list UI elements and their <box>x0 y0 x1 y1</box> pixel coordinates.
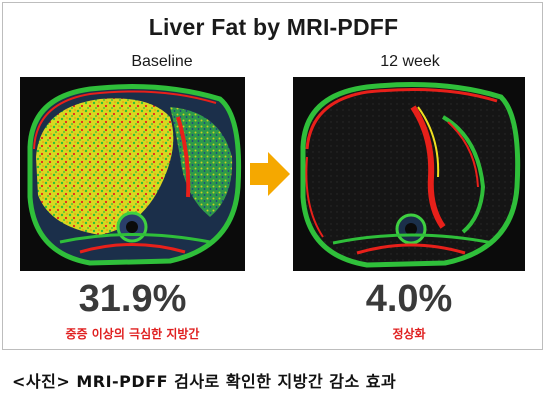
week12-label: 12 week <box>380 53 440 70</box>
right-arrow-icon <box>250 152 290 200</box>
week12-mri-image <box>293 77 525 271</box>
baseline-note: 중증 이상의 극심한 지방간 <box>65 327 200 341</box>
week12-fat-value: 4.0% <box>365 278 453 320</box>
baseline-label: Baseline <box>131 53 193 70</box>
baseline-fat-value: 31.9% <box>78 278 187 320</box>
figure-caption: <사진> MRI-PDFF 검사로 확인한 지방간 감소 효과 <box>12 372 397 391</box>
figure-title: Liver Fat by MRI-PDFF <box>148 14 399 40</box>
baseline-mri-image <box>20 77 245 271</box>
week12-note: 정상화 <box>392 327 426 341</box>
